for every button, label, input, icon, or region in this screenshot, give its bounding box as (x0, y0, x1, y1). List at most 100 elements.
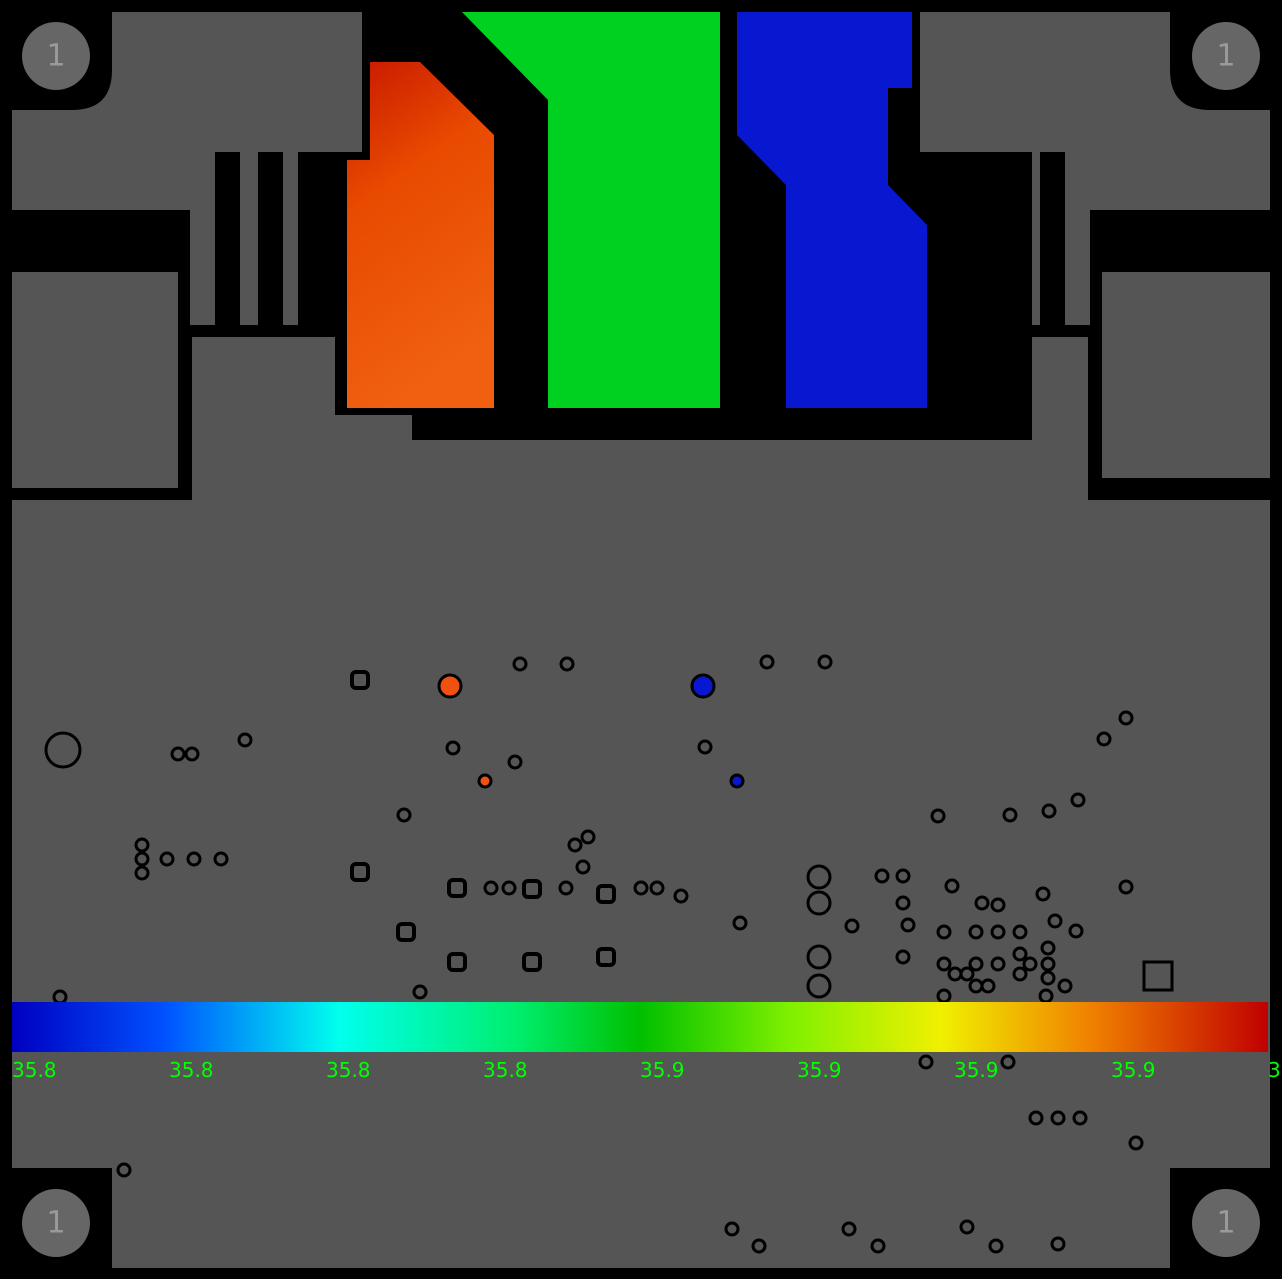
probe (690, 673, 716, 699)
via (633, 880, 649, 896)
square-via (522, 879, 542, 899)
via (1050, 1236, 1066, 1252)
via (512, 656, 528, 672)
via (900, 917, 916, 933)
pad (12, 272, 178, 488)
via (990, 956, 1006, 972)
via (1040, 940, 1056, 956)
via (751, 1238, 767, 1254)
colorbar-label: 35.9 (954, 1058, 999, 1082)
via (959, 1219, 975, 1235)
via (1012, 966, 1028, 982)
via (895, 868, 911, 884)
square-via (596, 947, 616, 967)
via (673, 888, 689, 904)
via (1118, 710, 1134, 726)
via (1041, 803, 1057, 819)
colorbar-label: 35.9 (797, 1058, 842, 1082)
via (988, 1238, 1004, 1254)
via (1128, 1135, 1144, 1151)
square-via (522, 952, 542, 972)
hole (1192, 22, 1260, 90)
via (184, 746, 200, 762)
via (116, 1162, 132, 1178)
via (806, 973, 832, 999)
net-blue (737, 12, 927, 408)
copper (920, 12, 1170, 152)
via (412, 984, 428, 1000)
hole-label: 1 (1216, 1206, 1235, 1241)
net-green (462, 12, 720, 408)
via (759, 654, 775, 670)
hole (22, 1189, 90, 1257)
via (558, 880, 574, 896)
via (1012, 924, 1028, 940)
colorbar-label: 35.8 (483, 1058, 528, 1082)
via (1040, 956, 1056, 972)
via (1072, 1110, 1088, 1126)
via (1040, 970, 1056, 986)
via (396, 807, 412, 823)
colorbar-label: 3 (1268, 1058, 1281, 1082)
colorbar-label: 35.8 (169, 1058, 214, 1082)
via (1096, 731, 1112, 747)
via (918, 1054, 934, 1070)
via (134, 851, 150, 867)
via (930, 808, 946, 824)
via (445, 740, 461, 756)
via (575, 859, 591, 875)
via (159, 851, 175, 867)
via (968, 924, 984, 940)
hole-label: 1 (1216, 39, 1235, 74)
via (724, 1221, 740, 1237)
via (1002, 807, 1018, 823)
via (1035, 886, 1051, 902)
via (134, 865, 150, 881)
via (806, 944, 832, 970)
via (990, 897, 1006, 913)
via (1118, 879, 1134, 895)
via (1012, 946, 1028, 962)
via (559, 656, 575, 672)
square-via (447, 878, 467, 898)
via (1000, 1054, 1016, 1070)
via (844, 918, 860, 934)
via (841, 1221, 857, 1237)
hole (22, 22, 90, 90)
square-via (596, 884, 616, 904)
mounting-holes: 1 1 1 1 (22, 22, 1260, 1257)
colorbar (12, 1002, 1268, 1052)
via (1057, 978, 1073, 994)
square-via (350, 862, 370, 882)
via (567, 837, 583, 853)
via (501, 880, 517, 896)
via (974, 895, 990, 911)
via (806, 864, 832, 890)
via (936, 956, 952, 972)
copper (112, 12, 362, 152)
via (1047, 913, 1063, 929)
via (170, 746, 186, 762)
probe (729, 773, 745, 789)
probe (477, 773, 493, 789)
via (959, 966, 975, 982)
via (874, 868, 890, 884)
via (186, 851, 202, 867)
via (732, 915, 748, 931)
hole (1192, 1189, 1260, 1257)
via (1070, 792, 1086, 808)
via (806, 890, 832, 916)
via (134, 837, 150, 853)
net-orange (347, 62, 494, 408)
via (213, 851, 229, 867)
via (44, 731, 82, 769)
via (1022, 956, 1038, 972)
pad (1102, 272, 1270, 478)
pad (1142, 960, 1174, 992)
via (870, 1238, 886, 1254)
via (1028, 1110, 1044, 1126)
via (936, 924, 952, 940)
hole-label: 1 (46, 39, 65, 74)
colorbar-label: 35.9 (1111, 1058, 1156, 1082)
